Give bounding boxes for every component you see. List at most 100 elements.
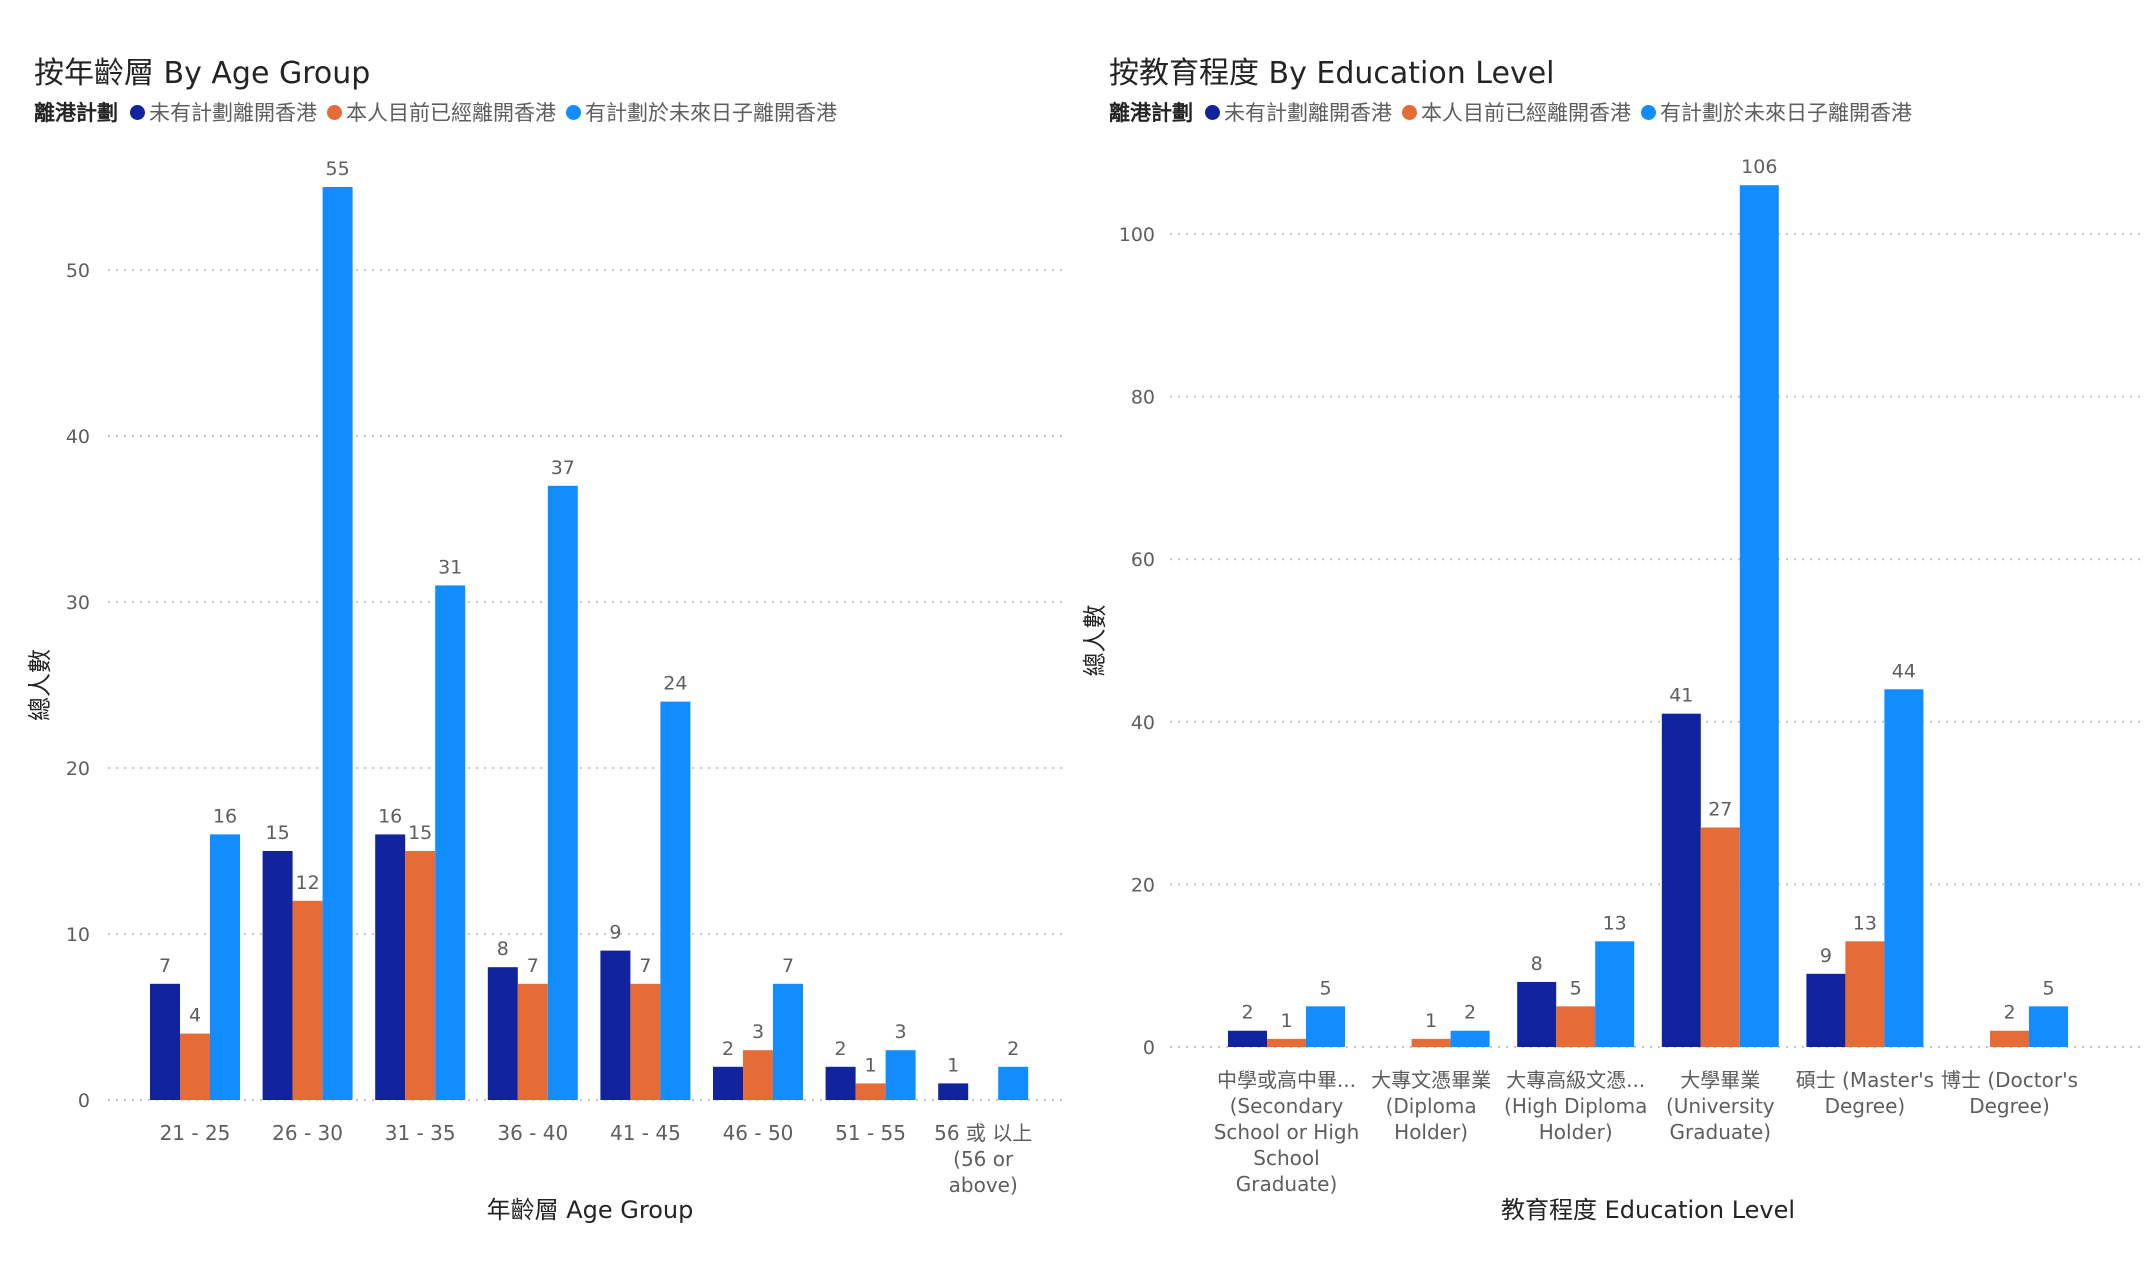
- bar: [262, 851, 293, 1100]
- bar: [825, 1066, 856, 1100]
- x-tick-label: Holder): [1539, 1120, 1613, 1144]
- data-label: 7: [159, 955, 171, 977]
- data-label: 24: [663, 673, 687, 695]
- x-tick-label: 大專文憑畢業: [1371, 1068, 1491, 1092]
- data-label: 5: [2042, 977, 2054, 999]
- y-tick-label: 80: [1131, 387, 1155, 409]
- x-tick-label: 51 - 55: [835, 1121, 906, 1145]
- x-tick-label: (High Diploma: [1504, 1094, 1647, 1118]
- y-tick-label: 0: [78, 1090, 90, 1112]
- bar: [1990, 1030, 2029, 1047]
- x-tick-label: 56 或 以上: [934, 1121, 1032, 1145]
- bar: [630, 983, 661, 1100]
- x-tick-label: 36 - 40: [497, 1121, 568, 1145]
- bar: [2029, 1006, 2068, 1047]
- data-label: 31: [438, 556, 462, 578]
- data-label: 3: [895, 1021, 907, 1043]
- data-label: 41: [1669, 685, 1693, 707]
- data-label: 1: [1280, 1010, 1292, 1032]
- legend-item-no-plan[interactable]: 未有計劃離開香港: [1205, 97, 1392, 127]
- bar: [660, 701, 691, 1100]
- data-label: 13: [1853, 912, 1877, 934]
- data-label: 5: [1319, 977, 1331, 999]
- bar: [405, 851, 436, 1100]
- y-tick-label: 10: [66, 924, 90, 946]
- legend-item-already-left[interactable]: 本人目前已經離開香港: [1402, 97, 1631, 127]
- bar: [938, 1083, 969, 1100]
- legend-item-label: 本人目前已經離開香港: [1421, 101, 1631, 125]
- x-tick-label: Degree): [1825, 1094, 1906, 1118]
- legend-dot-icon: [1205, 104, 1220, 120]
- legend-dot-icon: [130, 104, 145, 120]
- bar: [1884, 689, 1924, 1047]
- y-tick-label: 0: [1143, 1037, 1155, 1059]
- legend-item-plan-to-leave[interactable]: 有計劃於未來日子離開香港: [566, 97, 837, 127]
- data-label: 1: [947, 1054, 959, 1076]
- x-tick-label: 大專高級文憑...: [1506, 1068, 1645, 1092]
- bar: [1267, 1038, 1306, 1047]
- bar: [180, 1033, 210, 1100]
- bar: [1306, 1006, 1345, 1047]
- bar: [600, 950, 631, 1100]
- x-tick-label: Degree): [1969, 1094, 2050, 1118]
- bar: [1595, 941, 1635, 1047]
- legend-item-no-plan[interactable]: 未有計劃離開香港: [130, 97, 317, 127]
- x-axis-title: 年齡層 Age Group: [487, 1196, 694, 1224]
- legend-item-plan-to-leave[interactable]: 有計劃於未來日子離開香港: [1641, 97, 1912, 127]
- bar: [1739, 185, 1779, 1048]
- education-chart-legend: 離港計劃 未有計劃離開香港 本人目前已經離開香港 有計劃於未來日子離開香港: [1109, 97, 1922, 127]
- bar: [547, 485, 578, 1100]
- y-tick-label: 60: [1131, 549, 1155, 571]
- data-label: 37: [551, 457, 575, 479]
- bar: [1700, 827, 1740, 1047]
- legend-item-already-left[interactable]: 本人目前已經離開香港: [327, 97, 556, 127]
- x-axis-title: 教育程度 Education Level: [1501, 1196, 1795, 1224]
- x-tick-label: Holder): [1394, 1120, 1468, 1144]
- data-label: 15: [408, 822, 432, 844]
- bar: [885, 1050, 916, 1100]
- y-tick-label: 100: [1119, 224, 1155, 246]
- x-tick-label: Graduate): [1236, 1172, 1338, 1196]
- bar: [773, 983, 803, 1100]
- data-label: 1: [1425, 1010, 1437, 1032]
- age-group-panel: 按年齡層 By Age Group 離港計劃 未有計劃離開香港 本人目前已經離開…: [26, 56, 1068, 1224]
- bar: [1228, 1030, 1267, 1047]
- bar: [210, 834, 240, 1100]
- data-label: 7: [782, 955, 794, 977]
- x-tick-label: 博士 (Doctor's: [1941, 1068, 2078, 1092]
- bar: [1411, 1038, 1451, 1047]
- x-tick-label: (Secondary: [1230, 1094, 1344, 1118]
- y-axis-title: 總人數: [1081, 605, 1109, 677]
- x-tick-label: 46 - 50: [723, 1121, 794, 1145]
- y-axis-title: 總人數: [26, 649, 54, 721]
- data-label: 16: [378, 805, 402, 827]
- data-label: 9: [1820, 945, 1832, 967]
- bar: [150, 983, 180, 1100]
- x-tick-label: 中學或高中畢...: [1217, 1068, 1356, 1092]
- legend-dot-icon: [1402, 104, 1417, 120]
- age-chart-title: 按年齡層 By Age Group: [34, 56, 371, 91]
- legend-item-label: 未有計劃離開香港: [1224, 101, 1392, 125]
- bar: [1556, 1006, 1596, 1047]
- legend-item-label: 未有計劃離開香港: [149, 101, 317, 125]
- data-label: 8: [1531, 953, 1543, 975]
- x-tick-label: 碩士 (Master's: [1796, 1068, 1934, 1092]
- bar: [743, 1050, 773, 1100]
- bar: [1450, 1030, 1490, 1047]
- bar: [998, 1066, 1029, 1100]
- legend-item-label: 有計劃於未來日子離開香港: [585, 101, 837, 125]
- education-level-panel: 按教育程度 By Education Level 離港計劃 未有計劃離開香港 本…: [1075, 0, 2150, 1275]
- data-label: 2: [835, 1038, 847, 1060]
- data-label: 106: [1741, 156, 1777, 178]
- x-tick-label: (56 or: [953, 1147, 1014, 1171]
- age-chart-legend: 離港計劃 未有計劃離開香港 本人目前已經離開香港 有計劃於未來日子離開香港: [34, 97, 847, 127]
- data-label: 16: [213, 805, 237, 827]
- data-label: 55: [326, 158, 350, 180]
- x-tick-label: 大學畢業: [1680, 1068, 1760, 1092]
- x-tick-label: Graduate): [1670, 1120, 1772, 1144]
- data-label: 2: [722, 1038, 734, 1060]
- data-label: 27: [1708, 798, 1732, 820]
- y-tick-label: 40: [66, 426, 90, 448]
